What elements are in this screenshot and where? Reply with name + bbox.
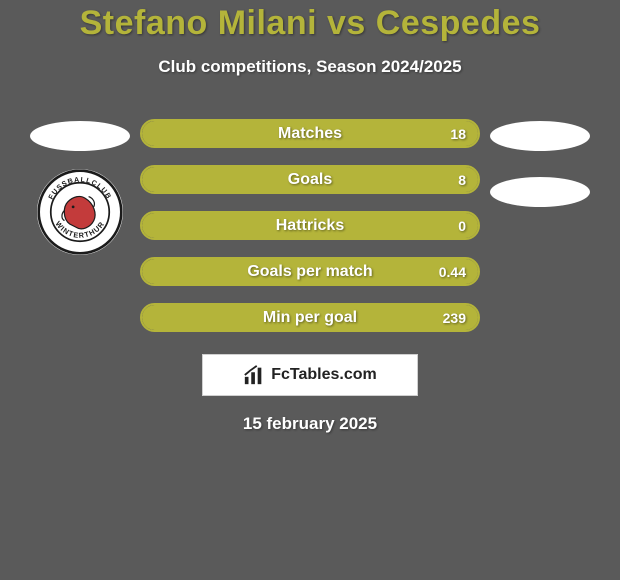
stat-bar-fill xyxy=(142,305,478,330)
page-title: Stefano Milani vs Cespedes xyxy=(80,4,541,43)
stat-bar: Goals8 xyxy=(140,165,480,194)
brand-label: FcTables.com xyxy=(271,366,377,384)
stat-value-right: 0 xyxy=(458,218,466,234)
bar-chart-icon xyxy=(243,364,265,386)
stat-value-right: 239 xyxy=(443,310,466,326)
club-badge-svg: FUSSBALLCLUB WINTERTHUR xyxy=(37,169,123,255)
stat-bar: Goals per match0.44 xyxy=(140,257,480,286)
stat-bar: Hattricks0 xyxy=(140,211,480,240)
stat-value-right: 0.44 xyxy=(439,264,466,280)
comparison-card: Stefano Milani vs Cespedes Club competit… xyxy=(0,0,620,580)
player-placeholder-right-1 xyxy=(490,121,590,151)
stat-bar-fill xyxy=(142,121,478,146)
player-placeholder-left xyxy=(30,121,130,151)
stat-bars: Matches18 Goals8 Hattricks0 Goals per match… xyxy=(140,119,480,332)
subtitle: Club competitions, Season 2024/2025 xyxy=(158,57,461,77)
left-player-col: FUSSBALLCLUB WINTERTHUR xyxy=(30,119,130,255)
stat-value-right: 8 xyxy=(458,172,466,188)
right-player-col xyxy=(490,119,590,207)
stat-bar-fill xyxy=(142,167,478,192)
stat-bar: Min per goal239 xyxy=(140,303,480,332)
brand-box[interactable]: FcTables.com xyxy=(202,354,418,396)
player-placeholder-right-2 xyxy=(490,177,590,207)
stats-wrapper: FUSSBALLCLUB WINTERTHUR Matches1 xyxy=(0,119,620,332)
stat-value-right: 18 xyxy=(450,126,466,142)
club-badge-winterthur: FUSSBALLCLUB WINTERTHUR xyxy=(37,169,123,255)
stat-bar-fill xyxy=(142,213,478,238)
stat-bar: Matches18 xyxy=(140,119,480,148)
stat-bar-fill xyxy=(142,259,478,284)
date-text: 15 february 2025 xyxy=(243,414,377,434)
